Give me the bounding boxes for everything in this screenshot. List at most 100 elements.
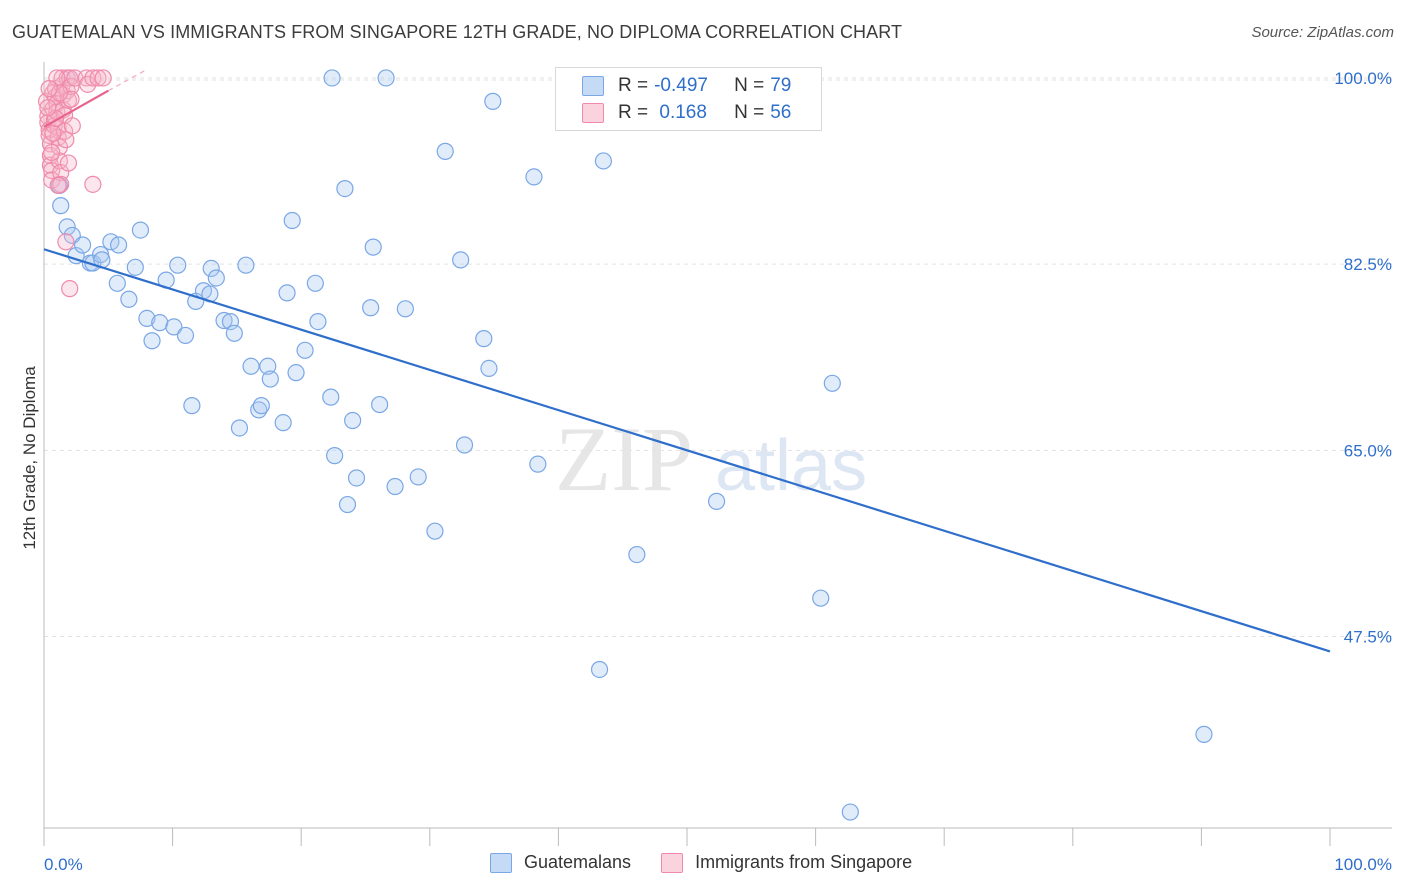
- legend-n-value: 56: [770, 102, 792, 123]
- guatemalan-point: [131, 221, 150, 239]
- guatemalan-point: [108, 274, 126, 292]
- singapore-point: [44, 124, 62, 142]
- series-swatch-guatemalans: [490, 852, 512, 873]
- guatemalan-point: [306, 274, 324, 292]
- axis-layer: [43, 62, 1392, 846]
- guatemalan-point: [362, 299, 380, 317]
- legend-r-label: R =: [618, 75, 649, 96]
- legend-n-value: 79: [770, 75, 792, 96]
- guatemalan-point: [109, 236, 128, 254]
- guatemalan-point: [120, 290, 138, 308]
- guatemalan-point: [207, 269, 225, 287]
- guatemalan-point: [165, 318, 183, 336]
- singapore-point: [89, 69, 107, 87]
- guatemalan-point: [323, 69, 341, 87]
- legend-r-value: -0.497: [654, 75, 708, 96]
- y-tick-label: 82.5%: [1344, 255, 1392, 274]
- guatemalan-point: [455, 436, 474, 454]
- guatemalan-point: [336, 180, 354, 198]
- guatemalan-point: [274, 414, 292, 432]
- stats-legend: R = -0.497 N = 79 R = 0.168 N = 56: [555, 67, 822, 131]
- singapore-point: [50, 84, 69, 102]
- guatemalan-point: [225, 324, 243, 342]
- watermark: ZIP atlas: [555, 408, 867, 510]
- guatemalan-point: [529, 455, 547, 473]
- guatemalan-point: [183, 397, 201, 415]
- singapore-point: [63, 117, 81, 135]
- guatemalan-point: [364, 238, 382, 256]
- guatemalan-point: [594, 152, 613, 170]
- guatemalan-point: [426, 522, 444, 540]
- guatemalan-point: [484, 92, 502, 110]
- legend-n-label: N =: [734, 75, 765, 96]
- singapore-point: [61, 69, 79, 87]
- guatemalan-point: [259, 357, 277, 375]
- singapore-point: [40, 79, 58, 98]
- guatemalan-point: [841, 803, 859, 821]
- series-label-singapore: Immigrants from Singapore: [695, 852, 913, 872]
- guatemalan-point: [202, 259, 220, 277]
- series-singapore: [37, 69, 112, 298]
- guatemalan-point: [628, 545, 646, 564]
- guatemalan-point: [322, 388, 340, 406]
- singapore-trend-extension: [108, 68, 148, 92]
- guatemalan-point: [377, 69, 395, 87]
- series-legend: Guatemalans Immigrants from Singapore: [490, 852, 942, 873]
- guatemalan-point: [52, 197, 70, 215]
- series-legend-guatemalans: Guatemalans: [490, 852, 631, 873]
- series-label-guatemalans: Guatemalans: [524, 852, 632, 872]
- legend-row-singapore: R = 0.168 N = 56: [582, 100, 791, 126]
- watermark-zip: ZIP: [555, 408, 693, 510]
- guatemalan-point: [525, 168, 543, 186]
- guatemalan-point: [326, 447, 344, 465]
- singapore-point: [39, 99, 57, 117]
- guatemalan-point: [436, 142, 454, 160]
- singapore-point: [59, 154, 78, 172]
- guatemalan-point: [278, 284, 296, 302]
- guatemalan-point: [283, 211, 301, 230]
- guatemalan-point: [126, 258, 144, 276]
- guatemalan-point: [151, 314, 169, 332]
- guatemalan-point: [287, 364, 305, 382]
- guatemalan-point: [73, 236, 92, 254]
- legend-swatch-singapore: [582, 103, 604, 123]
- legend-row-guatemalans: R = -0.497 N = 79: [582, 73, 791, 99]
- guatemalan-point: [480, 359, 498, 377]
- guatemalan-point: [590, 660, 609, 679]
- legend-n-label: N =: [734, 102, 765, 123]
- y-tick-label: 100.0%: [1334, 69, 1392, 88]
- y-tick-label: 47.5%: [1344, 628, 1392, 647]
- guatemalan-point: [242, 357, 260, 375]
- guatemalan-point: [215, 311, 233, 330]
- chart-source: Source: ZipAtlas.com: [1251, 24, 1394, 41]
- guatemalan-point: [309, 312, 327, 331]
- guatemalan-trend-line: [43, 248, 1331, 653]
- legend-r-label: R =: [618, 102, 649, 123]
- guatemalan-point: [386, 477, 404, 496]
- x-tick-label: 100.0%: [1334, 855, 1392, 874]
- tick-label-layer: 100.0% 82.5% 65.0% 47.5% 0.0% 100.0%: [44, 69, 1392, 874]
- singapore-point: [57, 233, 75, 251]
- guatemalan-point: [143, 332, 161, 350]
- singapore-point: [43, 143, 61, 162]
- guatemalan-point: [261, 370, 279, 388]
- x-tick-label: 0.0%: [44, 855, 83, 874]
- guatemalan-point: [823, 374, 841, 392]
- guatemalan-point: [296, 341, 314, 359]
- guatemalan-point: [176, 326, 195, 345]
- singapore-point: [49, 176, 67, 195]
- series-legend-singapore: Immigrants from Singapore: [661, 852, 912, 873]
- guatemalan-point: [58, 218, 76, 236]
- guatemalan-point: [812, 589, 830, 607]
- guatemalan-point: [252, 397, 270, 415]
- guatemalan-point: [138, 309, 156, 327]
- singapore-trend-line: [43, 89, 109, 128]
- guatemalan-point: [1195, 725, 1213, 743]
- singapore-point: [61, 280, 79, 298]
- guatemalan-point: [347, 469, 366, 487]
- trend-layer: [43, 68, 1331, 653]
- guatemalan-point: [169, 256, 187, 274]
- guatemalan-point: [396, 300, 414, 318]
- guatemalan-point: [452, 251, 470, 269]
